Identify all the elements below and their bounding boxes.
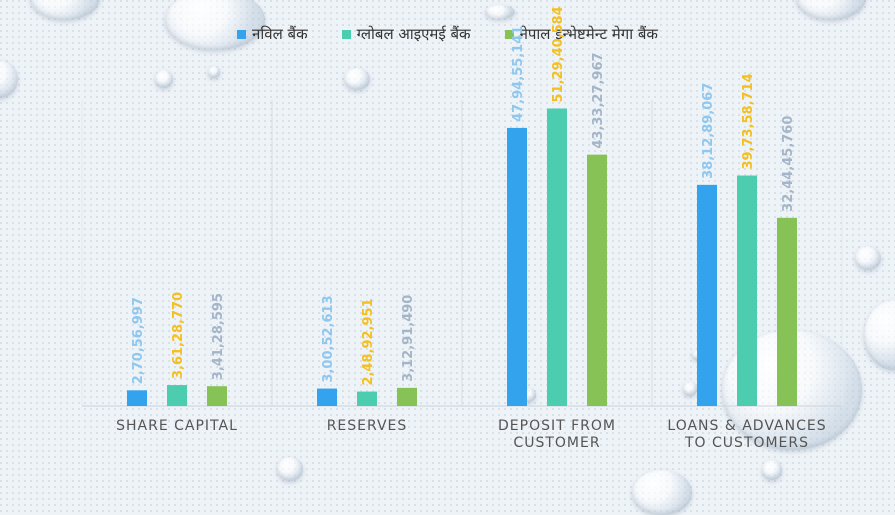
water-drop (165, 0, 265, 50)
bar-chart: 2,70,56,997 3,61,28,770 3,41,28,595 3,00,52… (81, 6, 843, 407)
chart-legend: नविल बैंक ग्लोबल आइएमई बैंक नेपाल इन्भेष… (0, 24, 895, 44)
category-label-line: LOANS & ADVANCES (667, 418, 827, 434)
legend-swatch (341, 29, 351, 39)
water-drop (796, 0, 866, 20)
water-drop (855, 246, 881, 270)
data-label: 3,41,28,595 (211, 293, 226, 380)
data-label: 38,12,89,067 (701, 83, 716, 179)
data-label: 2,70,56,997 (131, 297, 146, 384)
bar[interactable] (737, 175, 757, 406)
category-label: DEPOSIT FROM CUSTOMER (462, 418, 652, 452)
legend-swatch (504, 29, 514, 39)
water-drop (155, 70, 173, 88)
legend-label: ग्लोबल आइएमई बैंक (356, 25, 471, 43)
legend-label: नेपाल इन्भेष्टमेन्ट मेगा बैंक (519, 25, 658, 43)
water-drop (344, 68, 370, 90)
legend-item-nabil[interactable]: नविल बैंक (237, 24, 308, 44)
data-label: 2,48,92,951 (361, 298, 376, 385)
category-label-line: DEPOSIT FROM (498, 418, 616, 434)
legend-item-nimb[interactable]: नेपाल इन्भेष्टमेन्ट मेगा बैंक (504, 24, 658, 44)
bar[interactable] (357, 391, 377, 406)
data-label: 32,44,45,760 (781, 116, 796, 212)
category-label-line: TO CUSTOMERS (684, 435, 810, 451)
category-label: SHARE CAPITAL (82, 418, 272, 435)
water-drop (485, 5, 515, 19)
category-label-line: CUSTOMER (513, 435, 601, 451)
water-drop (208, 66, 220, 78)
data-label: 3,00,52,613 (321, 295, 336, 382)
bar[interactable] (397, 387, 417, 406)
data-label: 3,12,91,490 (401, 295, 416, 382)
bar[interactable] (697, 184, 717, 406)
category-label-line: RESERVES (326, 418, 408, 434)
bar[interactable] (167, 385, 187, 406)
bar[interactable] (777, 217, 797, 406)
bar[interactable] (547, 108, 567, 407)
water-drop (0, 60, 18, 98)
bar[interactable] (207, 386, 227, 406)
water-drop (762, 460, 782, 480)
category-label-line: SHARE CAPITAL (116, 418, 238, 434)
bar[interactable] (507, 127, 527, 406)
bar[interactable] (127, 390, 147, 406)
water-drop (30, 0, 100, 20)
data-label: 51,29,40,584 (551, 6, 566, 102)
legend-item-global-ime[interactable]: ग्लोबल आइएमई बैंक (341, 24, 471, 44)
data-label: 39,73,58,714 (741, 73, 756, 169)
category-label: LOANS & ADVANCES TO CUSTOMERS (652, 418, 842, 452)
water-drop (683, 382, 697, 396)
water-drop (277, 457, 303, 481)
category-label: RESERVES (272, 418, 462, 435)
bar[interactable] (587, 154, 607, 406)
legend-swatch (237, 29, 247, 39)
bar[interactable] (317, 388, 337, 406)
data-label: 47,94,55,141 (511, 26, 526, 122)
legend-label: नविल बैंक (252, 25, 308, 43)
data-label: 3,61,28,770 (171, 292, 186, 379)
data-label: 43,33,27,967 (591, 52, 606, 148)
